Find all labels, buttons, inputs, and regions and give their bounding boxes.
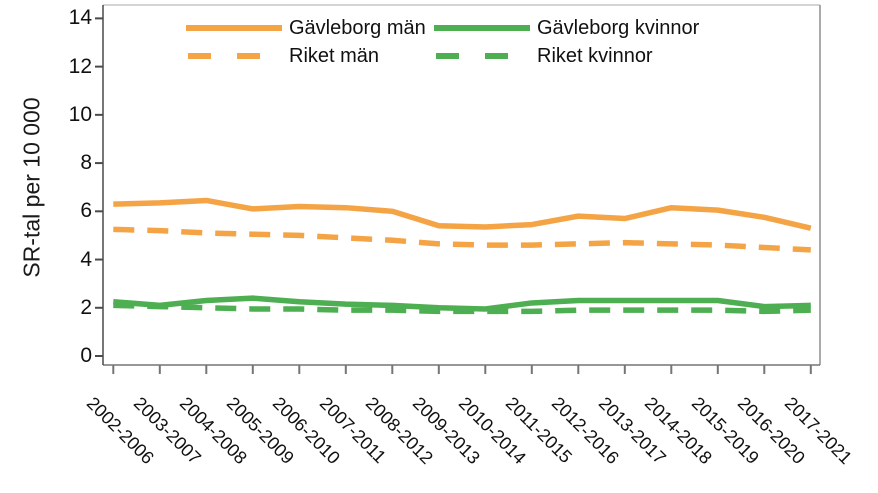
series-line-riket-kvinnor [113,302,811,315]
legend-label-riket-kvinnor: Riket kvinnor [537,45,653,67]
y-tick-label: 8 [80,151,92,175]
legend-swatch-riket-m-n [188,53,211,59]
legend-swatch-riket-m-n [237,53,260,59]
y-tick-label: 0 [80,344,92,367]
y-tick-label: 14 [68,6,92,30]
y-tick-label: 2 [80,295,92,319]
y-tick-label: 4 [80,247,92,271]
series-line-riket-m-n [113,226,811,253]
y-tick-label: 10 [68,102,92,126]
legend-swatch-riket-kvinnor [436,53,459,59]
legend-label-g-vleborg-m-n: Gävleborg män [289,17,426,39]
legend-label-g-vleborg-kvinnor: Gävleborg kvinnor [537,17,700,39]
series-line-g-vleborg-m-n [113,197,812,231]
y-tick-label: 6 [80,199,92,223]
y-tick-label: 12 [68,54,92,78]
legend-swatch-g-vleborg-m-n [186,25,282,31]
legend-swatch-riket-kvinnor [485,53,508,59]
legend-swatch-g-vleborg-kvinnor [434,25,530,31]
legend-label-riket-m-n: Riket män [289,45,380,67]
series-line-g-vleborg-kvinnor [113,295,811,312]
